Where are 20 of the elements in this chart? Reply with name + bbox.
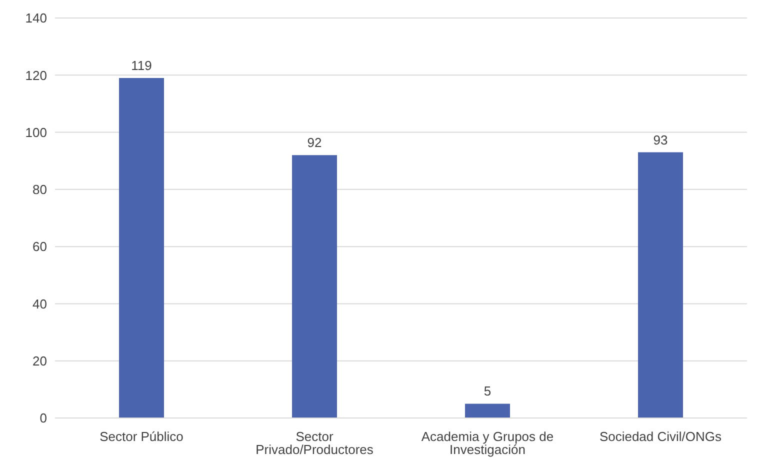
y-tick-label: 100 bbox=[25, 124, 47, 140]
x-tick-label: Sociedad Civil/ONGs bbox=[599, 429, 722, 444]
bar bbox=[638, 152, 684, 418]
y-tick-label: 0 bbox=[40, 410, 47, 426]
y-tick-label: 20 bbox=[32, 353, 47, 368]
bar bbox=[292, 155, 338, 418]
x-tick-label: Academia y Grupos de Investigación bbox=[421, 429, 554, 458]
x-tick-label: Sector Público bbox=[100, 429, 184, 444]
data-label: 93 bbox=[653, 132, 668, 148]
bar bbox=[465, 404, 510, 418]
data-label: 92 bbox=[307, 135, 322, 150]
data-label: 119 bbox=[131, 58, 152, 73]
y-tick-label: 120 bbox=[25, 68, 47, 83]
y-tick-label: 80 bbox=[32, 182, 47, 198]
data-label: 5 bbox=[484, 384, 492, 399]
y-tick-label: 60 bbox=[32, 239, 47, 254]
x-tick-label: Sector Privado/Productores bbox=[256, 429, 374, 458]
y-tick-label: 40 bbox=[32, 296, 47, 312]
y-tick-label: 140 bbox=[25, 10, 47, 26]
bar bbox=[119, 78, 164, 418]
